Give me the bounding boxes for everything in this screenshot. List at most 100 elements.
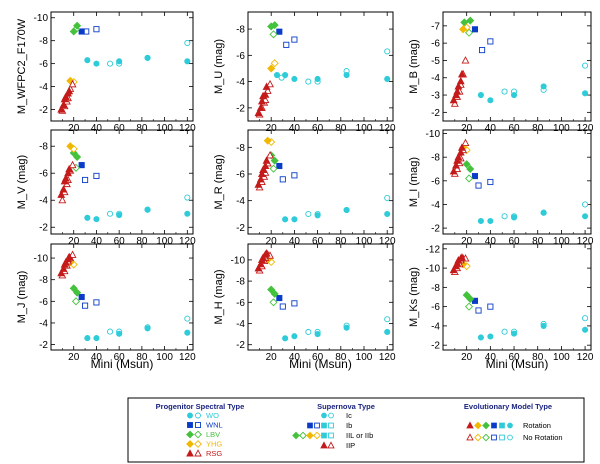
data-point (93, 172, 100, 179)
y-axis-label: M_V (mag) (16, 155, 28, 209)
data-point (582, 213, 589, 220)
y-tick-label: -6 (39, 297, 48, 308)
y-tick-label: -8 (39, 142, 48, 153)
data-point (93, 216, 100, 223)
data-point (263, 136, 272, 145)
data-point (582, 62, 589, 69)
data-point (482, 421, 490, 430)
x-tick-label: 80 (136, 352, 148, 363)
data-point (457, 69, 466, 78)
data-point (343, 324, 350, 331)
data-point (291, 36, 298, 43)
data-point (266, 79, 274, 88)
data-point (314, 422, 320, 429)
plot-frame (442, 129, 592, 235)
data-point (305, 210, 312, 218)
data-point (479, 47, 486, 54)
data-point (477, 91, 484, 99)
data-point (465, 302, 474, 311)
data-point (487, 38, 494, 45)
y-tick-label: -12 (426, 244, 441, 255)
data-point (465, 174, 474, 183)
data-point (314, 75, 321, 83)
data-point (279, 176, 286, 183)
data-point (453, 87, 462, 95)
data-point (59, 100, 68, 108)
x-tick-label: 60 (312, 123, 324, 134)
data-point (262, 249, 271, 257)
data-point (454, 152, 463, 161)
x-tick-label: 60 (508, 352, 520, 363)
data-point (487, 333, 494, 340)
data-point (78, 162, 85, 169)
x-tick-label: 100 (156, 352, 173, 363)
data-point (66, 142, 75, 151)
data-point (257, 96, 266, 105)
data-point (107, 328, 114, 335)
data-point (69, 284, 78, 293)
data-point (184, 194, 191, 201)
x-tick-label: 60 (114, 123, 126, 134)
y-tick-label: -2 (431, 224, 440, 235)
x-tick-label: 40 (289, 123, 301, 134)
data-point (457, 253, 466, 261)
x-tick-label: 120 (179, 236, 196, 247)
data-point (58, 195, 67, 204)
data-point (487, 97, 494, 104)
data-point (186, 440, 194, 448)
y-tick-label: -10 (231, 255, 246, 266)
data-point (69, 27, 78, 36)
y-tick-label: -6 (39, 169, 48, 180)
y-tick-label: -6 (431, 39, 440, 50)
x-tick-label: 100 (156, 123, 173, 134)
y-tick-label: -4 (431, 73, 440, 84)
panel: 20 40 60 80 100 120 -2 -4 -6 -8 M_R (mag) (213, 129, 396, 247)
data-point (262, 156, 271, 164)
x-tick-label: 20 (266, 123, 278, 134)
y-tick-label: -7 (431, 21, 440, 32)
data-point (465, 28, 474, 37)
x-tick-label: 120 (577, 352, 594, 363)
data-point (471, 173, 479, 180)
data-point (84, 214, 91, 221)
y-axis-label: M_Ks (mag) (408, 267, 420, 327)
data-point (384, 48, 391, 55)
data-point (582, 201, 589, 208)
data-point (184, 58, 191, 65)
legend-label: WNL (206, 421, 223, 430)
data-point (61, 174, 70, 182)
data-point (384, 75, 391, 83)
y-tick-label: -6 (236, 51, 245, 62)
data-point (116, 58, 123, 65)
data-point (501, 328, 508, 335)
data-point (267, 64, 276, 73)
y-tick-label: -8 (236, 143, 245, 154)
x-axis-label: Mini (Msun) (91, 357, 154, 371)
data-point (194, 430, 202, 439)
y-axis-label: M_U (mag) (213, 39, 225, 94)
data-point (257, 169, 266, 178)
data-point (184, 315, 191, 322)
data-point (184, 39, 191, 47)
data-point (460, 18, 469, 27)
data-point (291, 216, 298, 223)
data-point (510, 330, 518, 337)
plot-frame (442, 11, 592, 122)
data-point (457, 143, 466, 151)
data-point (107, 60, 114, 67)
x-tick-label: 80 (335, 123, 347, 134)
data-point (471, 26, 479, 33)
y-tick-label: -2 (236, 103, 245, 114)
data-point (487, 303, 494, 310)
data-point (68, 250, 77, 258)
data-point (291, 172, 298, 179)
data-point (477, 334, 484, 341)
legend-label: IIP (346, 441, 355, 450)
data-point (256, 103, 265, 111)
y-tick-label: -2 (431, 108, 440, 119)
data-point (69, 148, 78, 157)
y-tick-label: -8 (431, 153, 440, 164)
y-tick-label: -4 (39, 318, 48, 329)
x-tick-label: 100 (156, 236, 173, 247)
data-point (299, 431, 307, 440)
